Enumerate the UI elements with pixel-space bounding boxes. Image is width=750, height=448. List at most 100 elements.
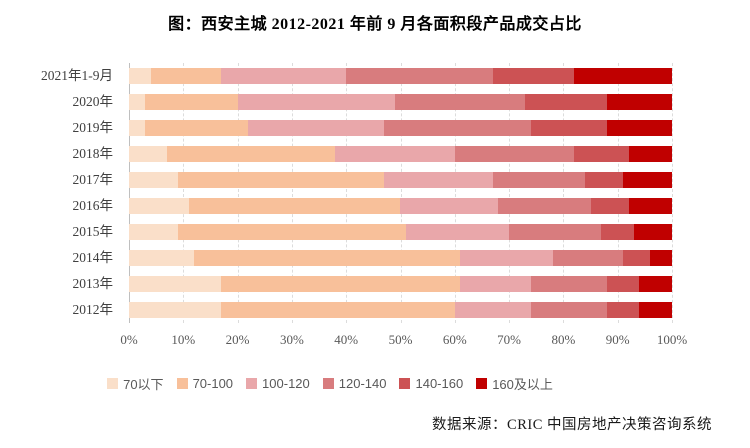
bar-segment [492, 172, 586, 188]
y-axis-label: 2013年 [72, 276, 114, 291]
bar-segment [530, 120, 607, 136]
bar-segment [574, 146, 629, 162]
bar-segment [145, 94, 238, 110]
bar-segment [601, 224, 634, 240]
bar-segment [145, 120, 249, 136]
bar-segment [650, 250, 672, 266]
bar-row [129, 297, 672, 323]
bar-segment [129, 68, 151, 84]
legend-label: 160及以上 [492, 377, 553, 392]
bar-row [129, 245, 672, 271]
bar-segment [585, 172, 624, 188]
x-axis-tick: 80% [551, 332, 576, 347]
bar-segment [623, 172, 672, 188]
bar-segment [492, 68, 575, 84]
y-axis-label: 2012年 [72, 302, 114, 317]
bar-segment [460, 250, 553, 266]
bar-segment [530, 302, 607, 318]
x-axis-tick: 40% [334, 332, 359, 347]
y-axis-line [129, 63, 130, 323]
legend-item: 120-140 [322, 376, 387, 391]
gridline [617, 63, 619, 323]
bar-segment [460, 276, 531, 292]
bar-row [129, 193, 672, 219]
stacked-bar [129, 68, 672, 84]
plot-area [129, 63, 673, 323]
bar-segment [623, 250, 651, 266]
bar-segment [454, 302, 531, 318]
legend-label: 140-160 [415, 376, 464, 391]
legend-swatch [399, 378, 411, 389]
gridline [346, 63, 348, 323]
bar-row [129, 219, 672, 245]
legend-label: 120-140 [338, 376, 387, 391]
y-axis-label: 2020年 [72, 94, 114, 109]
bar-segment [384, 120, 531, 136]
bar-segment [509, 224, 602, 240]
bar-segment [129, 120, 146, 136]
gridlines [129, 63, 673, 323]
data-source-note: 数据来源：CRIC 中国房地产决策咨询系统 [432, 417, 712, 433]
legend-swatch [476, 378, 488, 389]
bar-segment [237, 94, 396, 110]
gridline [563, 63, 565, 323]
y-axis-label: 2014年 [72, 250, 114, 265]
bar-segment [628, 146, 672, 162]
y-axis-label: 2019年 [72, 120, 114, 135]
legend-item: 140-160 [399, 376, 463, 391]
legend-label: 100-120 [262, 376, 310, 391]
bar-segment [167, 146, 336, 162]
x-axis-tick: 30% [279, 332, 304, 347]
legend-item: 70-100 [176, 376, 234, 391]
legend: 70以下 70-100 100-120 120-140 140-160 160及以上 [0, 374, 660, 393]
bar-row [129, 115, 672, 141]
bar-row [129, 89, 672, 115]
stacked-bar [129, 172, 672, 188]
gridline [237, 63, 239, 323]
bar-segment [395, 94, 526, 110]
bar-row [129, 141, 672, 167]
bar-segment [248, 120, 385, 136]
bar-row [129, 63, 672, 89]
gridline [291, 63, 293, 323]
x-axis-tick: 10% [171, 332, 196, 347]
bar-segment [221, 68, 347, 84]
chart-title: 图：西安主城 2012-2021 年前 9 月各面积段产品成交占比 [168, 16, 582, 33]
bar-segment [498, 198, 591, 214]
bar-segment [606, 276, 640, 292]
bar-segment [590, 198, 629, 214]
bar-segment [221, 276, 461, 292]
bar-segment [606, 120, 672, 136]
bar-row [129, 271, 672, 297]
bar-segment [129, 198, 189, 214]
bar-segment [188, 198, 401, 214]
bar-segment [525, 94, 607, 110]
bar-segment [129, 146, 167, 162]
bar-row [129, 167, 672, 193]
y-axis-label: 2015年 [72, 224, 114, 239]
bar-segment [606, 94, 672, 110]
stacked-bar [129, 250, 672, 266]
legend-label: 70以下 [123, 377, 164, 392]
stacked-bar [129, 198, 672, 214]
y-axis-label: 2018年 [72, 146, 114, 161]
stacked-bar [129, 276, 672, 292]
bar-rows [129, 63, 672, 323]
x-axis-tick: 90% [605, 332, 630, 347]
y-axis-labels: 2021年1-9月 2020年 2019年 2018年 2017年 2016年 2015年 2… [0, 63, 121, 323]
bar-segment [150, 68, 222, 84]
legend-label: 70-100 [192, 376, 234, 391]
x-axis-tick: 0% [120, 332, 138, 347]
legend-item: 100-120 [246, 376, 310, 391]
bar-segment [129, 94, 146, 110]
x-axis-tick: 50% [388, 332, 413, 347]
legend-swatch [107, 378, 119, 389]
x-axis-ticks: 0% 10% 20% 30% 40% 50% 60% 70% 80% 90% 100% [120, 332, 687, 350]
x-axis-tick: 60% [442, 332, 467, 347]
gridline [454, 63, 456, 323]
legend-swatch [176, 378, 188, 389]
bar-segment [129, 224, 178, 240]
bar-segment [606, 302, 640, 318]
bar-segment [221, 302, 455, 318]
